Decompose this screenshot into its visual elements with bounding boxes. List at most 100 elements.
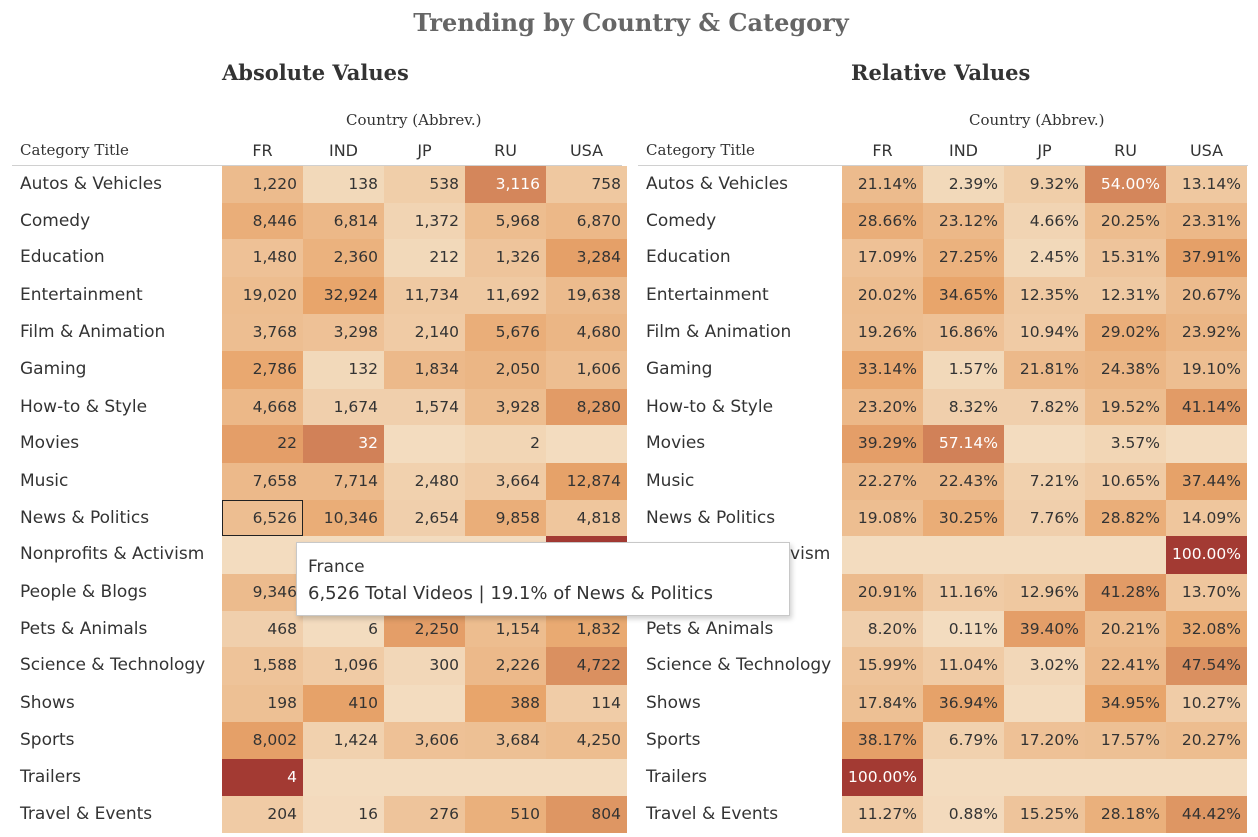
heatmap-cell[interactable]: 27.25%: [923, 239, 1004, 277]
heatmap-cell[interactable]: 1,220: [222, 166, 303, 203]
heatmap-cell[interactable]: 10.65%: [1085, 463, 1166, 500]
heatmap-cell[interactable]: 28.66%: [842, 203, 923, 239]
heatmap-cell[interactable]: 28.82%: [1085, 500, 1166, 536]
heatmap-cell[interactable]: 4,668: [222, 389, 303, 425]
heatmap-cell[interactable]: 11,692: [465, 277, 546, 314]
heatmap-cell[interactable]: 1,154: [465, 611, 546, 647]
heatmap-cell[interactable]: 41.28%: [1085, 574, 1166, 611]
heatmap-cell[interactable]: 4,680: [546, 314, 627, 351]
heatmap-cell[interactable]: 37.44%: [1166, 463, 1247, 500]
heatmap-cell[interactable]: 11,734: [384, 277, 465, 314]
heatmap-cell[interactable]: 21.81%: [1004, 351, 1085, 389]
heatmap-cell[interactable]: 4,818: [546, 500, 627, 536]
heatmap-cell[interactable]: 38.17%: [842, 722, 923, 759]
heatmap-cell[interactable]: 3,664: [465, 463, 546, 500]
heatmap-cell[interactable]: 3,684: [465, 722, 546, 759]
heatmap-cell[interactable]: 19.26%: [842, 314, 923, 351]
heatmap-cell[interactable]: 2,654: [384, 500, 465, 536]
heatmap-cell[interactable]: [1004, 425, 1085, 463]
heatmap-cell[interactable]: 468: [222, 611, 303, 647]
heatmap-cell[interactable]: 1,424: [303, 722, 384, 759]
heatmap-cell[interactable]: 758: [546, 166, 627, 203]
heatmap-cell[interactable]: 19,638: [546, 277, 627, 314]
heatmap-cell[interactable]: 114: [546, 685, 627, 722]
column-header-ind[interactable]: IND: [948, 141, 978, 160]
heatmap-cell[interactable]: 32,924: [303, 277, 384, 314]
heatmap-cell[interactable]: 34.95%: [1085, 685, 1166, 722]
heatmap-cell[interactable]: 12.96%: [1004, 574, 1085, 611]
heatmap-cell[interactable]: 20.25%: [1085, 203, 1166, 239]
heatmap-cell[interactable]: [923, 759, 1004, 796]
column-header-fr[interactable]: FR: [872, 141, 893, 160]
heatmap-cell[interactable]: 0.88%: [923, 796, 1004, 833]
heatmap-cell[interactable]: 2.39%: [923, 166, 1004, 203]
heatmap-cell[interactable]: 20.27%: [1166, 722, 1247, 759]
column-header-ind[interactable]: IND: [328, 141, 358, 160]
heatmap-cell[interactable]: 17.20%: [1004, 722, 1085, 759]
heatmap-cell[interactable]: 8,002: [222, 722, 303, 759]
heatmap-cell[interactable]: [1085, 759, 1166, 796]
heatmap-cell[interactable]: 33.14%: [842, 351, 923, 389]
heatmap-cell[interactable]: 11.16%: [923, 574, 1004, 611]
heatmap-cell[interactable]: 19.08%: [842, 500, 923, 536]
heatmap-cell[interactable]: 30.25%: [923, 500, 1004, 536]
heatmap-cell[interactable]: 6,526: [222, 500, 303, 536]
heatmap-cell[interactable]: 10.27%: [1166, 685, 1247, 722]
heatmap-cell[interactable]: 2,050: [465, 351, 546, 389]
heatmap-cell[interactable]: 6,870: [546, 203, 627, 239]
heatmap-cell[interactable]: 8,280: [546, 389, 627, 425]
heatmap-cell[interactable]: 3.02%: [1004, 647, 1085, 685]
heatmap-cell[interactable]: 1,588: [222, 647, 303, 685]
heatmap-cell[interactable]: [842, 536, 923, 574]
heatmap-cell[interactable]: 4.66%: [1004, 203, 1085, 239]
heatmap-cell[interactable]: 8,446: [222, 203, 303, 239]
heatmap-cell[interactable]: 2,480: [384, 463, 465, 500]
heatmap-cell[interactable]: 2: [465, 425, 546, 463]
heatmap-cell[interactable]: 510: [465, 796, 546, 833]
heatmap-cell[interactable]: 39.40%: [1004, 611, 1085, 647]
heatmap-cell[interactable]: 13.14%: [1166, 166, 1247, 203]
heatmap-cell[interactable]: 4,250: [546, 722, 627, 759]
heatmap-cell[interactable]: 388: [465, 685, 546, 722]
heatmap-cell[interactable]: 6: [303, 611, 384, 647]
heatmap-cell[interactable]: 14.09%: [1166, 500, 1247, 536]
heatmap-cell[interactable]: 17.84%: [842, 685, 923, 722]
column-header-fr[interactable]: FR: [252, 141, 273, 160]
heatmap-cell[interactable]: 41.14%: [1166, 389, 1247, 425]
heatmap-cell[interactable]: 20.67%: [1166, 277, 1247, 314]
heatmap-cell[interactable]: 17.09%: [842, 239, 923, 277]
heatmap-cell[interactable]: 24.38%: [1085, 351, 1166, 389]
heatmap-cell[interactable]: 1,480: [222, 239, 303, 277]
heatmap-cell[interactable]: 3,298: [303, 314, 384, 351]
heatmap-cell[interactable]: [384, 425, 465, 463]
heatmap-cell[interactable]: 11.27%: [842, 796, 923, 833]
heatmap-cell[interactable]: 1,326: [465, 239, 546, 277]
heatmap-cell[interactable]: 28.18%: [1085, 796, 1166, 833]
heatmap-cell[interactable]: 23.92%: [1166, 314, 1247, 351]
heatmap-cell[interactable]: [1166, 759, 1247, 796]
heatmap-cell[interactable]: [303, 759, 384, 796]
heatmap-cell[interactable]: 0.11%: [923, 611, 1004, 647]
column-header-jp[interactable]: JP: [417, 141, 432, 160]
heatmap-cell[interactable]: 538: [384, 166, 465, 203]
heatmap-cell[interactable]: 1,834: [384, 351, 465, 389]
heatmap-cell[interactable]: 23.20%: [842, 389, 923, 425]
column-header-jp[interactable]: JP: [1037, 141, 1052, 160]
heatmap-cell[interactable]: [1166, 425, 1247, 463]
column-header-usa[interactable]: USA: [569, 141, 604, 160]
heatmap-cell[interactable]: 44.42%: [1166, 796, 1247, 833]
heatmap-cell[interactable]: 10,346: [303, 500, 384, 536]
heatmap-cell[interactable]: 3,284: [546, 239, 627, 277]
heatmap-cell[interactable]: 9,346: [222, 574, 303, 611]
heatmap-cell[interactable]: 7,658: [222, 463, 303, 500]
heatmap-cell[interactable]: 5,968: [465, 203, 546, 239]
heatmap-cell[interactable]: 15.99%: [842, 647, 923, 685]
heatmap-cell[interactable]: 1,372: [384, 203, 465, 239]
heatmap-cell[interactable]: 1.57%: [923, 351, 1004, 389]
heatmap-cell[interactable]: 7.82%: [1004, 389, 1085, 425]
heatmap-cell[interactable]: 12.31%: [1085, 277, 1166, 314]
heatmap-cell[interactable]: 34.65%: [923, 277, 1004, 314]
heatmap-cell[interactable]: 7,714: [303, 463, 384, 500]
heatmap-cell[interactable]: 2,786: [222, 351, 303, 389]
heatmap-cell[interactable]: 6.79%: [923, 722, 1004, 759]
